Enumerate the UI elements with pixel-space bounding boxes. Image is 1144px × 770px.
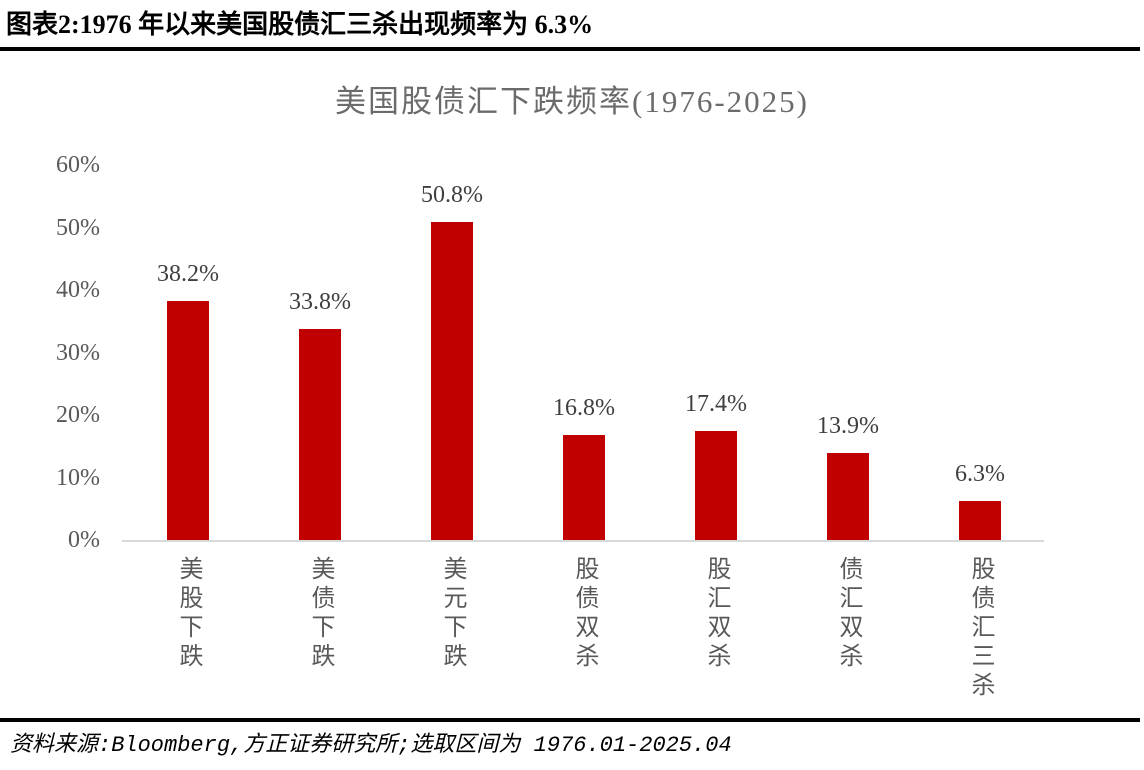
bar-group: 50.8% (386, 165, 518, 540)
x-axis-line (122, 540, 1044, 542)
bar-value-label: 13.9% (817, 413, 879, 439)
y-tick-label: 30% (56, 339, 100, 366)
x-category-cell: 债汇双杀 (782, 556, 914, 672)
x-category-cell: 股汇双杀 (650, 556, 782, 672)
bar-group: 16.8% (518, 165, 650, 540)
y-axis: 0% 10% 20% 30% 40% 50% 60% (0, 0, 100, 770)
y-tick-label: 20% (56, 402, 100, 428)
y-tick-label: 0% (68, 527, 100, 553)
y-tick-label: 50% (56, 214, 100, 241)
bar-group: 38.2% (122, 165, 254, 540)
bar-group: 13.9% (782, 165, 914, 540)
y-tick-label: 40% (56, 277, 100, 303)
bar-value-label: 6.3% (955, 461, 1005, 487)
x-category-label: 股债双杀 (571, 556, 597, 672)
bar (563, 435, 605, 540)
x-category-label: 美元下跌 (439, 556, 465, 672)
y-tick-label: 60% (56, 152, 100, 178)
x-axis-labels: 美股下跌 美债下跌 美元下跌 股债双杀 股汇双杀 债汇双杀 股债汇三杀 (122, 556, 1046, 701)
header-divider (0, 47, 1140, 51)
bar-group: 33.8% (254, 165, 386, 540)
footer-divider (0, 718, 1140, 722)
bar-group: 6.3% (914, 165, 1046, 540)
chart-title: 美国股债汇下跌频率(1976-2025) (335, 84, 809, 119)
x-category-cell: 美股下跌 (122, 556, 254, 672)
bar-value-label: 16.8% (553, 395, 615, 421)
bar (431, 222, 473, 540)
x-category-label: 美债下跌 (307, 556, 333, 672)
bar-value-label: 50.8% (421, 182, 483, 208)
x-category-cell: 美债下跌 (254, 556, 386, 672)
bar-value-label: 17.4% (685, 391, 747, 417)
bar (695, 431, 737, 540)
bar (299, 329, 341, 540)
x-category-cell: 美元下跌 (386, 556, 518, 672)
x-category-label: 股汇双杀 (703, 556, 729, 672)
bar-value-label: 33.8% (289, 289, 351, 315)
x-category-cell: 股债汇三杀 (914, 556, 1046, 701)
bar-value-label: 38.2% (157, 261, 219, 287)
bar (959, 501, 1001, 540)
figure-caption: 图表2:1976 年以来美国股债汇三杀出现频率为 6.3% (6, 10, 594, 39)
plot-area: 38.2% 33.8% 50.8% 16.8% 17.4% 13.9% 6.3% (122, 165, 1046, 540)
x-category-cell: 股债双杀 (518, 556, 650, 672)
bar (827, 453, 869, 540)
x-category-label: 美股下跌 (175, 556, 201, 672)
y-tick-label: 10% (56, 464, 100, 491)
source-note: 资料来源:Bloomberg,方正证券研究所;选取区间为 1976.01-202… (10, 733, 732, 758)
x-category-label: 债汇双杀 (835, 556, 861, 672)
bar-group: 17.4% (650, 165, 782, 540)
x-category-label: 股债汇三杀 (967, 556, 993, 701)
bar (167, 301, 209, 540)
